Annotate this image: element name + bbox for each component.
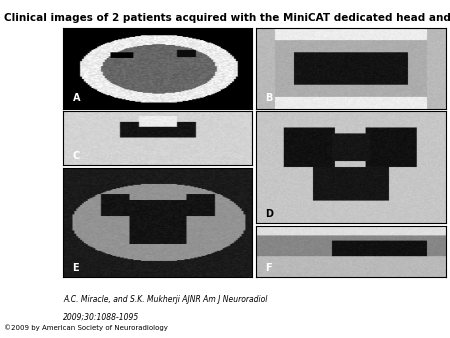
Text: AMERICAN JOURNAL OF NEURORADIOLOGY: AMERICAN JOURNAL OF NEURORADIOLOGY: [325, 322, 431, 327]
Text: C: C: [72, 151, 80, 161]
Text: A.C. Miracle, and S.K. Mukherji AJNR Am J Neuroradiol: A.C. Miracle, and S.K. Mukherji AJNR Am …: [63, 295, 267, 304]
Text: AJNR: AJNR: [345, 291, 411, 313]
Text: Clinical images of 2 patients acquired with the MiniCAT dedicated head and neck : Clinical images of 2 patients acquired w…: [4, 13, 450, 23]
Text: F: F: [266, 263, 272, 273]
Text: 2009;30:1088-1095: 2009;30:1088-1095: [63, 312, 139, 321]
Text: D: D: [266, 209, 274, 219]
Text: A: A: [72, 93, 80, 103]
Text: ©2009 by American Society of Neuroradiology: ©2009 by American Society of Neuroradiol…: [4, 324, 168, 331]
Text: E: E: [72, 263, 79, 273]
Text: B: B: [266, 93, 273, 103]
